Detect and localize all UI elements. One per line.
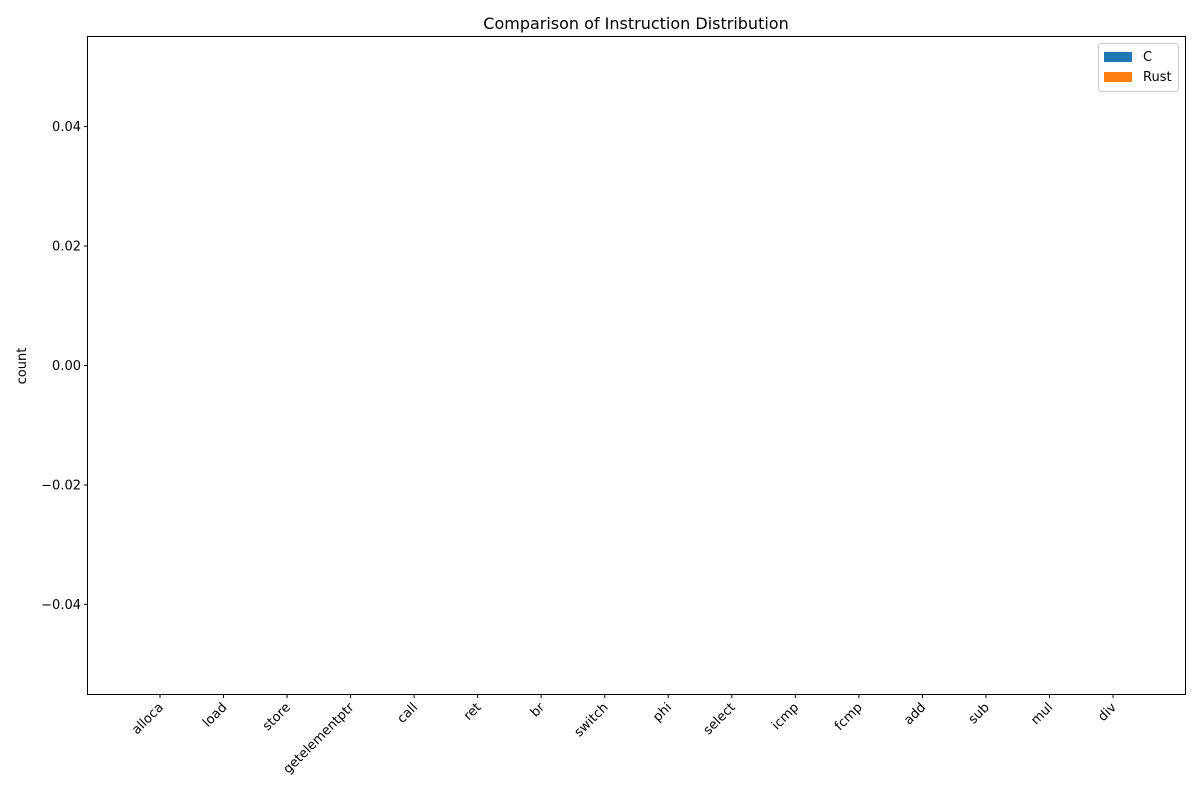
plot-area-frame bbox=[87, 36, 1186, 695]
y-tick-label: 0.02 bbox=[52, 240, 81, 255]
chart-title: Comparison of Instruction Distribution bbox=[483, 14, 788, 33]
legend-swatch-c bbox=[1104, 52, 1132, 62]
legend-swatch-rust bbox=[1104, 72, 1132, 82]
y-tick-label: −0.04 bbox=[41, 598, 81, 613]
legend-label-c: C bbox=[1143, 50, 1152, 65]
y-axis-label: count bbox=[15, 348, 30, 385]
y-tick-label: 0.00 bbox=[52, 359, 81, 374]
y-tick-label: −0.02 bbox=[41, 478, 81, 493]
legend: C Rust bbox=[1098, 43, 1179, 92]
legend-label-rust: Rust bbox=[1143, 70, 1172, 85]
y-tick-label: 0.04 bbox=[52, 120, 81, 135]
y-axis-ticks: −0.04 −0.02 0.00 0.02 0.04 bbox=[41, 120, 88, 613]
